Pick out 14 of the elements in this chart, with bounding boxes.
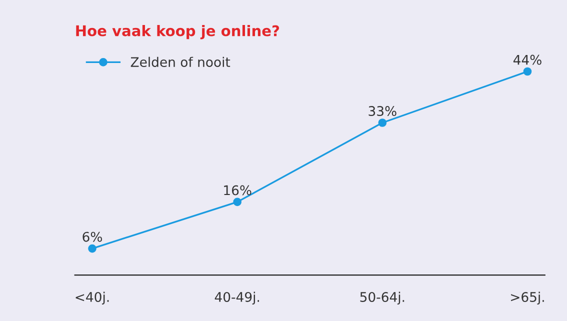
data-label: 6% xyxy=(82,232,102,242)
point xyxy=(233,198,242,206)
x-tick-label: 40-49j. xyxy=(214,292,260,305)
legend-label: Zelden of nooit xyxy=(130,56,230,68)
x-tick-label: <40j. xyxy=(76,292,109,305)
point xyxy=(378,118,387,127)
x-tick-label: 50-64j. xyxy=(360,292,404,305)
data-label: 44% xyxy=(513,54,542,65)
chart-title: Hoe vaak koop je online? xyxy=(76,24,280,40)
data-label: 33% xyxy=(368,106,396,116)
data-label: 16% xyxy=(224,185,252,196)
point xyxy=(523,67,532,76)
point xyxy=(88,244,96,253)
x-tick-label: >65j. xyxy=(511,292,544,305)
